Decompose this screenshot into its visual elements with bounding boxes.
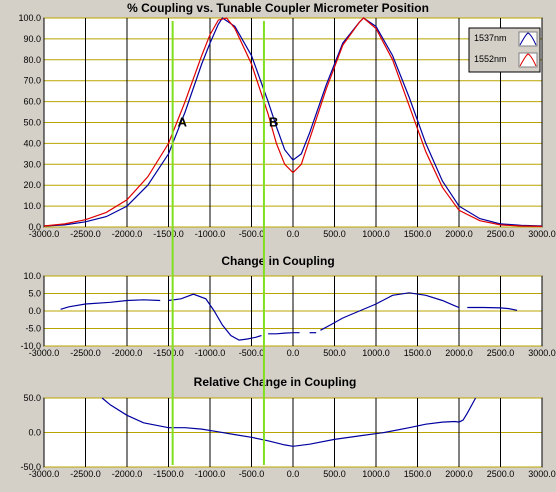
series-line-1537nm: [43, 17, 543, 227]
series-line: [60, 299, 161, 310]
y-tick-label: 40.0: [23, 138, 41, 148]
series-line: [467, 306, 518, 311]
y-tick-label: 50.0: [23, 118, 41, 128]
legend-label-1552nm: 1552nm: [474, 54, 507, 64]
x-tick-label: -2500.0: [70, 348, 101, 358]
y-tick-label: 80.0: [23, 55, 41, 65]
middle-y-tick-labels: -10.0 -5.0 0.0 5.0 10.0: [20, 271, 41, 351]
x-tick-label: 3000.0: [528, 348, 556, 358]
y-tick-label: 10.0: [23, 201, 41, 211]
middle-x-tick-labels: -3000.0 -2500.0 -2000.0 -1500.0 -1000.0 -500.…: [29, 348, 556, 358]
x-tick-label: -1500.0: [153, 348, 184, 358]
x-tick-label: 500.0: [323, 469, 346, 479]
x-tick-label: 2000.0: [445, 229, 473, 239]
top-chart-title: % Coupling vs. Tunable Coupler Micromete…: [127, 1, 429, 15]
x-tick-label: 0.0: [287, 348, 300, 358]
legend-line-1552nm: [519, 53, 537, 67]
legend-label-1537nm: 1537nm: [474, 33, 507, 43]
x-tick-label: -1500.0: [153, 229, 184, 239]
series-line: [268, 332, 300, 335]
top-x-tick-labels: -3000.0 -2500.0 -2000.0 -1500.0 -1000.0 -500.…: [29, 229, 556, 239]
middle-x-grid: [43, 276, 543, 346]
y-tick-label: 10.0: [23, 271, 41, 281]
y-tick-label: 0.0: [28, 428, 41, 438]
x-tick-label: 2000.0: [445, 348, 473, 358]
x-tick-label: -500.0: [239, 229, 265, 239]
middle-series-lines: [60, 292, 518, 341]
x-tick-label: -2500.0: [70, 469, 101, 479]
x-tick-label: 0.0: [287, 469, 300, 479]
x-tick-label: 2500.0: [487, 229, 515, 239]
bottom-y-tick-labels: -50.0 0.0 50.0: [20, 393, 41, 472]
x-tick-label: 1500.0: [404, 469, 432, 479]
x-tick-label: -500.0: [239, 469, 265, 479]
marker-label-B: B: [269, 115, 278, 130]
legend-line-1537nm: [519, 32, 537, 46]
x-tick-label: 3000.0: [528, 229, 556, 239]
y-tick-label: -10.0: [20, 341, 41, 351]
x-tick-label: -1000.0: [195, 348, 226, 358]
x-tick-label: -1500.0: [153, 469, 184, 479]
bottom-x-grid: [43, 398, 543, 467]
x-tick-label: -3000.0: [29, 469, 60, 479]
y-tick-label: 70.0: [23, 76, 41, 86]
x-tick-label: 1500.0: [404, 229, 432, 239]
x-tick-label: -2000.0: [112, 229, 143, 239]
bottom-x-tick-labels: -3000.0 -2500.0 -2000.0 -1500.0 -1000.0 -500.…: [29, 469, 556, 479]
x-tick-label: -3000.0: [29, 348, 60, 358]
x-tick-label: -500.0: [239, 348, 265, 358]
y-tick-label: 60.0: [23, 97, 41, 107]
y-tick-label: 50.0: [23, 393, 41, 403]
x-tick-label: -2000.0: [112, 469, 143, 479]
x-tick-label: 3000.0: [528, 469, 556, 479]
y-tick-label: 0.0: [28, 306, 41, 316]
series-line: [168, 293, 262, 341]
y-tick-label: 90.0: [23, 34, 41, 44]
x-tick-label: 2500.0: [487, 348, 515, 358]
y-tick-label: 30.0: [23, 159, 41, 169]
x-tick-label: 0.0: [287, 229, 300, 239]
legend-swatch-1537nm: [518, 31, 538, 47]
x-tick-label: 500.0: [323, 229, 346, 239]
y-tick-label: 5.0: [28, 289, 41, 299]
y-tick-label: 0.0: [28, 222, 41, 232]
marker-label-A: A: [178, 115, 188, 130]
x-tick-label: 500.0: [323, 348, 346, 358]
y-tick-label: -5.0: [25, 324, 41, 334]
x-tick-label: -3000.0: [29, 229, 60, 239]
x-tick-label: -1000.0: [195, 469, 226, 479]
x-tick-label: 1000.0: [362, 348, 390, 358]
x-tick-label: 2500.0: [487, 469, 515, 479]
x-tick-label: 1000.0: [362, 469, 390, 479]
top-x-grid: [43, 18, 543, 227]
y-tick-label: 20.0: [23, 180, 41, 190]
x-tick-label: 2000.0: [445, 469, 473, 479]
y-tick-label: 100.0: [18, 13, 41, 23]
bottom-chart-title: Relative Change in Coupling: [194, 375, 357, 389]
x-tick-label: -2000.0: [112, 348, 143, 358]
x-tick-label: 1000.0: [362, 229, 390, 239]
middle-chart-title: Change in Coupling: [221, 254, 334, 268]
legend-swatch-1552nm: [518, 52, 538, 68]
bottom-series-lines: [101, 397, 477, 447]
top-series-lines: [43, 17, 543, 227]
x-tick-label: -2500.0: [70, 229, 101, 239]
series-line: [320, 292, 460, 331]
x-tick-label: -1000.0: [195, 229, 226, 239]
y-tick-label: -50.0: [20, 462, 41, 472]
top-y-tick-labels: 0.0 10.0 20.0 30.0 40.0 50.0 60.0 70.0 80.0 90.0 1…: [18, 13, 41, 232]
series-line-1552nm: [43, 17, 543, 227]
legend: 1537nm 1552nm: [468, 27, 541, 73]
series-line: [101, 397, 477, 447]
x-tick-label: 1500.0: [404, 348, 432, 358]
